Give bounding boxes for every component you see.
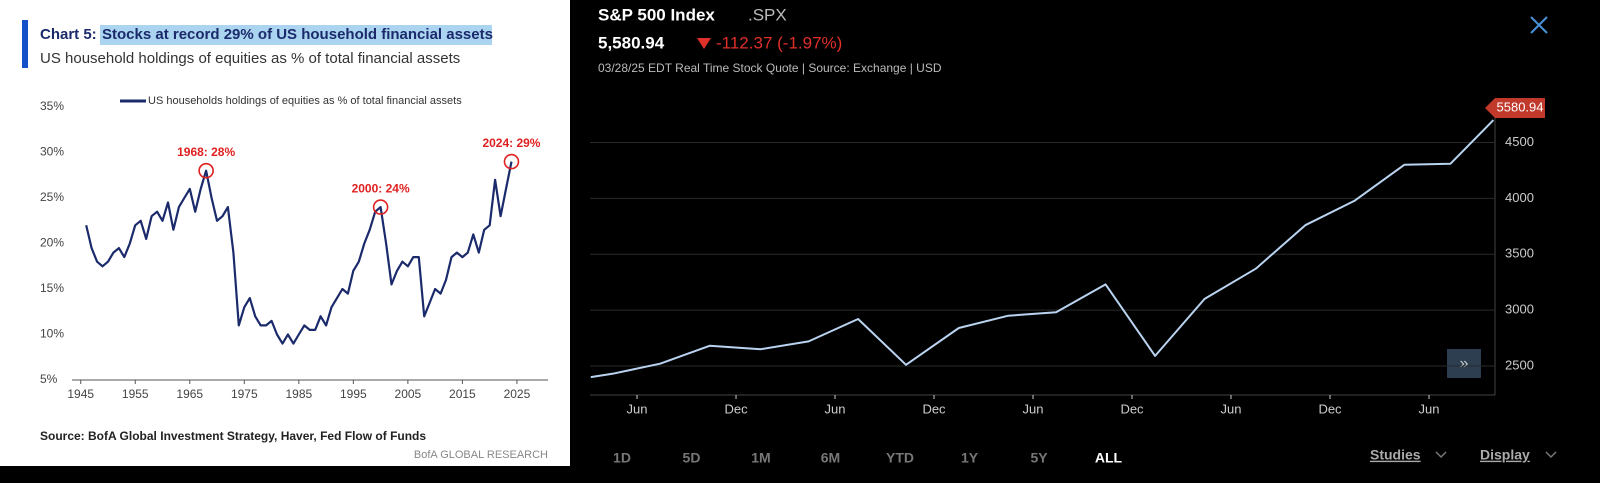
x-tick-label: Jun [1023, 401, 1044, 416]
source: Source: BofA Global Investment Strategy,… [40, 429, 426, 443]
expand-button[interactable]: » [1447, 349, 1481, 378]
ticker: .SPX [748, 5, 787, 24]
x-tick-label: Jun [627, 401, 648, 416]
x-tick-label: 1995 [340, 387, 367, 401]
menu-button[interactable]: Studies [1370, 447, 1421, 463]
annotation-label: 2024: 29% [482, 136, 540, 150]
x-tick-label: 1965 [176, 387, 203, 401]
y-tick-label: 4000 [1505, 190, 1534, 205]
accent-bar [22, 20, 28, 68]
annotation-circle [198, 162, 214, 179]
x-tick-label: 2025 [504, 387, 531, 401]
x-tick-label: Jun [1419, 401, 1440, 416]
y-tick-label: 10% [40, 327, 64, 341]
range-button[interactable]: 5Y [1030, 450, 1048, 466]
dropdown-caret[interactable] [1545, 451, 1557, 459]
dropdown-caret[interactable] [1435, 451, 1447, 459]
y-tick-label: 25% [40, 190, 64, 204]
close-button[interactable] [1530, 16, 1548, 34]
quote-subtitle: 03/28/25 EDT Real Time Stock Quote | Sou… [598, 61, 942, 75]
chart-label: Chart 5: [40, 26, 97, 43]
y-tick-label: 15% [40, 281, 64, 295]
y-tick-label: 3000 [1505, 302, 1534, 317]
price: 5,580.94 [598, 33, 665, 52]
range-button[interactable]: 1D [613, 450, 631, 466]
x-tick-label: 1955 [122, 387, 149, 401]
chart-title: Stocks at record 29% of US household fin… [102, 26, 493, 43]
x-tick-label: Dec [724, 401, 748, 416]
price-tag-label: 5580.94 [1497, 99, 1544, 114]
annotation-circle [372, 199, 389, 215]
range-button[interactable]: YTD [886, 450, 914, 466]
plot-area [590, 100, 1495, 395]
title-highlight [100, 25, 492, 45]
x-tick-label: 1985 [285, 387, 312, 401]
x-tick-label: Dec [922, 401, 946, 416]
x-tick-label: Dec [1120, 401, 1144, 416]
branding: BofA GLOBAL RESEARCH [414, 449, 548, 461]
annotation-circle [503, 153, 520, 170]
y-tick-label: 20% [40, 236, 64, 250]
x-tick-label: Jun [825, 401, 846, 416]
y-tick-label: 4500 [1505, 134, 1534, 149]
y-tick-label: 30% [40, 145, 64, 159]
range-button[interactable]: 1Y [961, 450, 979, 466]
x-tick-label: 1945 [67, 387, 94, 401]
range-button[interactable]: 6M [821, 450, 840, 466]
change: -112.37 (-1.97%) [716, 33, 842, 52]
chart-subtitle: US household holdings of equities as % o… [40, 50, 460, 67]
menu-button[interactable]: Display [1480, 447, 1530, 463]
data-line [85, 161, 513, 345]
x-tick-label: Jun [1221, 401, 1242, 416]
y-tick-label: 35% [40, 99, 64, 113]
annotation-label: 2000: 24% [352, 181, 410, 195]
price-tag [1485, 98, 1545, 118]
range-button[interactable]: ALL [1095, 450, 1123, 466]
range-button[interactable]: 1M [751, 450, 770, 466]
left-panel [0, 0, 570, 466]
svg-text:»: » [1460, 355, 1469, 372]
down-arrow [697, 38, 711, 49]
annotation-label: 1968: 28% [177, 145, 235, 159]
y-tick-label: 3500 [1505, 246, 1534, 261]
legend-label: US households holdings of equities as % … [148, 95, 462, 107]
y-tick-label: 2500 [1505, 357, 1534, 372]
quote-title: S&P 500 Index [598, 5, 715, 24]
range-button[interactable]: 5D [683, 450, 701, 466]
x-tick-label: Dec [1318, 401, 1342, 416]
x-tick-label: 1975 [231, 387, 258, 401]
x-tick-label: 2005 [395, 387, 422, 401]
x-tick-label: 2015 [449, 387, 476, 401]
data-line [590, 119, 1495, 379]
y-tick-label: 5% [40, 372, 58, 386]
